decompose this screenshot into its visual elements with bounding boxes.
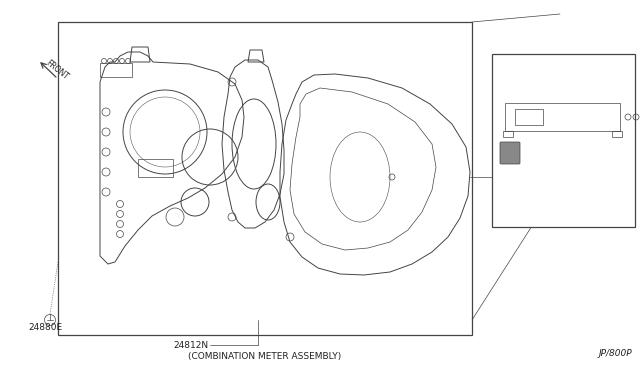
Bar [505,103,620,131]
Text: JP/800P: JP/800P [598,349,632,358]
Bar [515,109,543,125]
Bar [100,63,132,77]
FancyBboxPatch shape [500,142,520,164]
Text: 24880E: 24880E [28,324,62,333]
Text: 24810: 24810 [500,173,529,182]
Text: 24812N: 24812N [173,340,208,350]
Bar [138,159,173,177]
Text: <COMPASS/TEMP
 METER ASSEMBLY>: <COMPASS/TEMP METER ASSEMBLY> [537,155,613,174]
Text: 24835: 24835 [537,140,566,149]
Bar [612,131,622,137]
Bar [58,22,472,335]
Bar [492,54,635,227]
Text: (COMBINATION METER ASSEMBLY): (COMBINATION METER ASSEMBLY) [188,352,342,361]
Bar [503,131,513,137]
Text: FRONT: FRONT [44,58,70,81]
